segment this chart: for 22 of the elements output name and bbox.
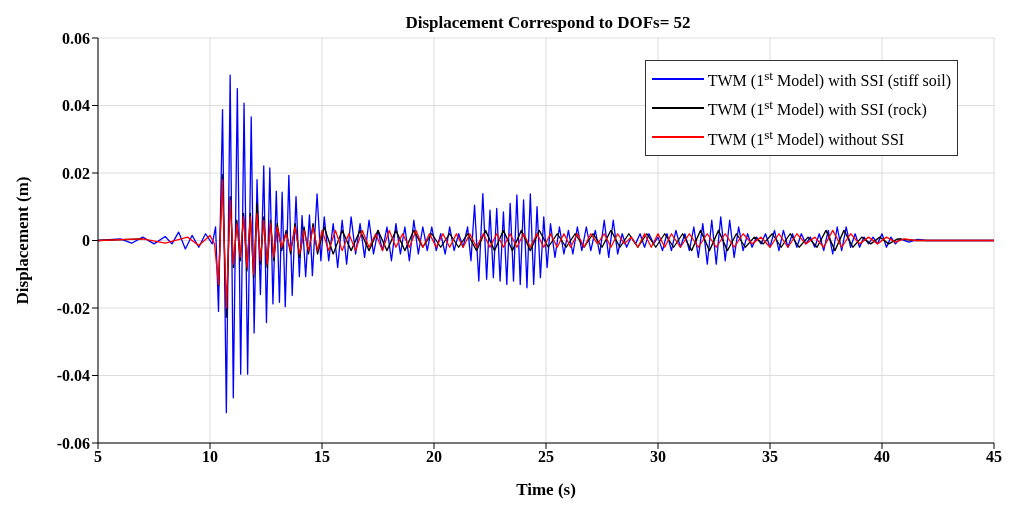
x-tick-label: 10	[202, 448, 218, 466]
y-tick-label: 0.02	[62, 164, 90, 182]
x-tick-label: 40	[874, 448, 890, 466]
legend-label: TWM (1$^{st}$ Model) without SSI	[707, 125, 905, 151]
y-axis-title: Displacement (m)	[13, 176, 32, 305]
y-tick-label: -0.06	[56, 434, 90, 452]
x-tick-label: 20	[426, 448, 442, 466]
x-tick-label: 15	[314, 448, 330, 466]
legend-label: TWM (1$^{st}$ Model) with SSI (stiff soil)	[707, 67, 951, 92]
x-tick-label: 35	[762, 448, 778, 466]
x-axis-title: Time (s)	[516, 480, 576, 499]
y-tick-label: -0.04	[56, 367, 90, 385]
y-tick-label: 0	[82, 232, 90, 250]
x-tick-label: 30	[650, 448, 666, 466]
x-tick-label: 5	[94, 448, 102, 466]
y-tick-label: 0.06	[62, 29, 90, 47]
legend-label: TWM (1$^{st}$ Model) with SSI (rock)	[707, 96, 927, 121]
x-tick-label: 25	[538, 448, 554, 466]
y-tick-label: 0.04	[62, 97, 90, 115]
chart-title: Displacement Correspond to DOFs= 52	[405, 13, 691, 32]
x-tick-label: 45	[986, 448, 1002, 466]
y-tick-label: -0.02	[56, 299, 90, 317]
